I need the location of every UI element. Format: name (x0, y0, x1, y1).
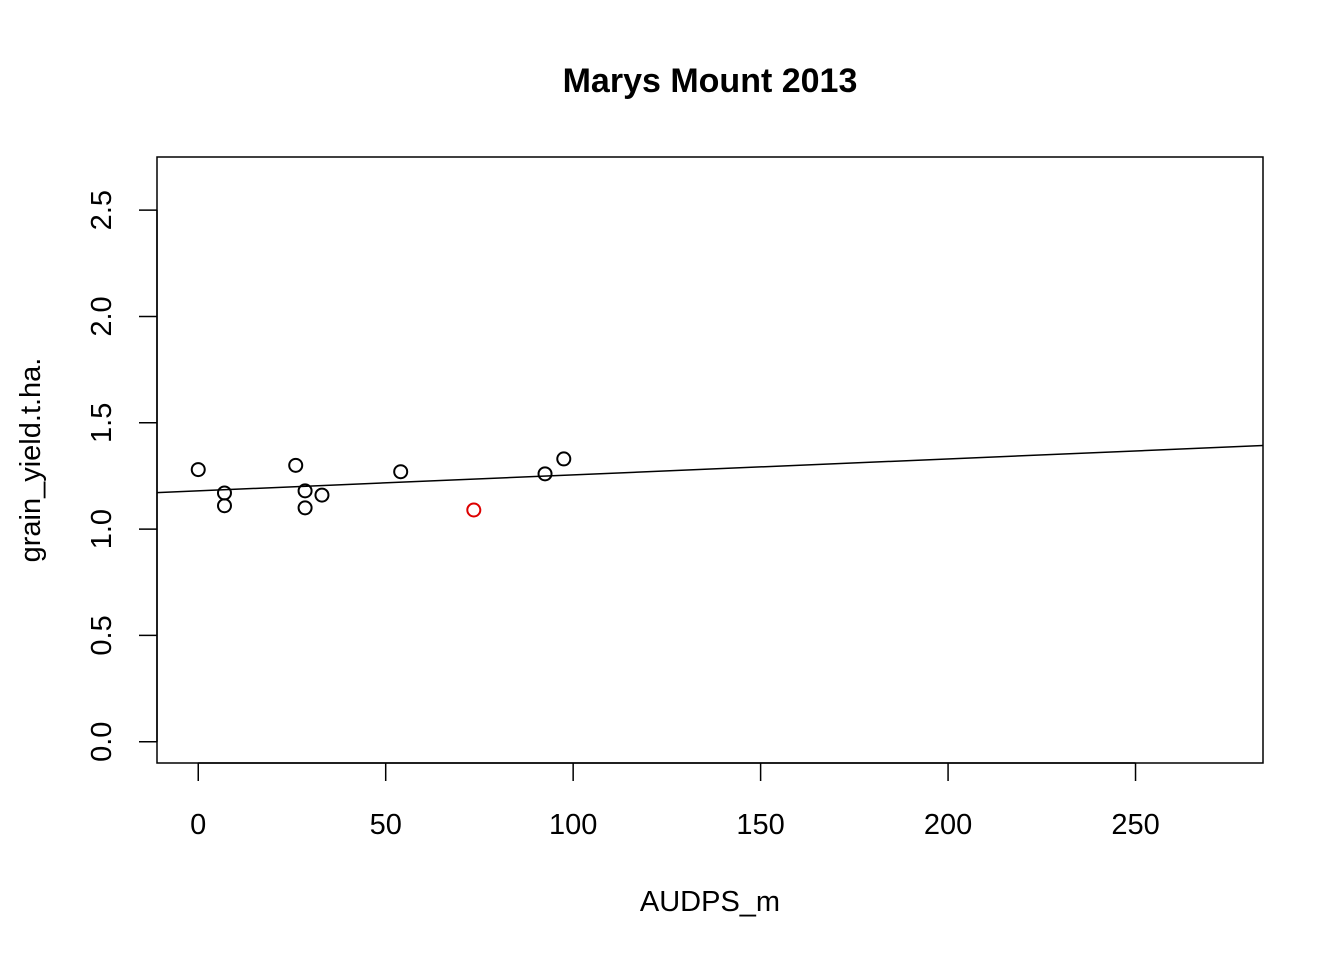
plot-area (156, 156, 1264, 764)
y-axis: 0.0 0.5 1.0 1.5 2.0 2.5 (86, 190, 158, 762)
y-tick-label: 2.0 (86, 296, 118, 336)
y-tick-label: 0.5 (86, 615, 118, 655)
x-tick-label: 100 (549, 809, 597, 841)
x-tick-label: 200 (924, 809, 972, 841)
data-point (393, 464, 409, 480)
y-tick-label: 1.5 (86, 403, 118, 443)
y-tick-label: 1.0 (86, 509, 118, 549)
x-tick-label: 50 (370, 809, 402, 841)
data-point (297, 500, 313, 516)
y-tick-label: 2.5 (86, 190, 118, 230)
x-axis: 0 50 100 150 200 250 (190, 762, 1160, 841)
y-axis-label: grain_yield.t.ha. (15, 358, 47, 563)
data-point (314, 487, 330, 503)
y-tick-label: 0.0 (86, 722, 118, 762)
data-point (466, 502, 482, 518)
data-point (288, 457, 304, 473)
regression-line (157, 444, 1263, 494)
data-point (216, 498, 232, 514)
chart-title: Marys Mount 2013 (563, 62, 858, 100)
data-point (216, 485, 232, 501)
x-tick-label: 0 (190, 809, 206, 841)
data-point (537, 466, 553, 482)
data-point (190, 462, 206, 478)
data-point (297, 483, 313, 499)
data-point (556, 451, 572, 467)
x-axis-label: AUDPS_m (640, 886, 780, 918)
x-tick-label: 150 (736, 809, 784, 841)
plot-frame (156, 156, 1264, 764)
x-tick-label: 250 (1111, 809, 1159, 841)
